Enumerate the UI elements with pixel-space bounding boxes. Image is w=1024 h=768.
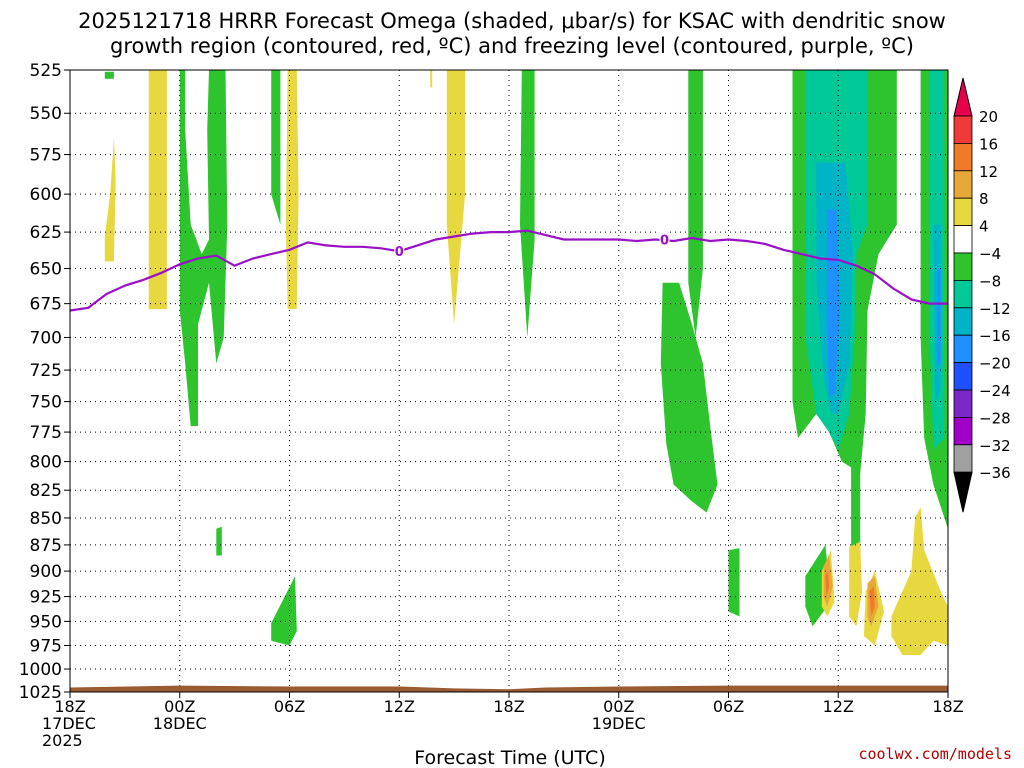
- x-tick-label-0-2: 2025: [42, 731, 83, 750]
- omega-region-14: [271, 576, 297, 646]
- x-tick-label-8-0: 18Z: [932, 697, 963, 716]
- omega-region-1: [104, 138, 116, 262]
- omega-region-15: [728, 548, 740, 617]
- x-tick-label-5-1: 19DEC: [592, 714, 646, 733]
- colorbar-label-0: 20: [979, 108, 998, 126]
- y-tick-label-13: 850: [30, 509, 62, 529]
- colorbar-box-8: [953, 307, 973, 336]
- y-tick-label-7: 700: [30, 328, 62, 348]
- y-tick-label-0: 525: [30, 61, 62, 81]
- omega-region-13: [216, 526, 222, 556]
- colorbar-label-3: 8: [979, 190, 989, 208]
- colorbar-label-5: −4: [979, 245, 1001, 263]
- colorbar-label-12: −32: [979, 437, 1011, 455]
- omega-region-7: [520, 70, 535, 338]
- colorbar-label-8: −16: [979, 327, 1011, 345]
- omega-region-6: [271, 70, 281, 225]
- y-tick-label-6: 675: [30, 295, 62, 315]
- y-tick-label-9: 750: [30, 393, 62, 413]
- colorbar-box-3: [953, 170, 973, 199]
- y-tick-label-3: 600: [30, 185, 62, 205]
- colorbar-label-1: 16: [979, 135, 998, 153]
- colorbar-label-11: −28: [979, 409, 1011, 427]
- omega-region-30: [825, 571, 830, 597]
- omega-region-23: [937, 268, 941, 364]
- y-tick-label-10: 775: [30, 423, 62, 443]
- colorbar-box-9: [953, 334, 973, 364]
- omega-region-0: [148, 70, 167, 310]
- colorbar-box-12: [953, 416, 973, 446]
- x-tick-label-6-0: 06Z: [713, 697, 744, 716]
- omega-region-9: [660, 282, 718, 513]
- omega-region-4: [430, 70, 433, 88]
- y-tick-label-17: 950: [30, 612, 62, 632]
- x-axis-label: Forecast Time (UTC): [414, 747, 605, 768]
- x-tick-label-4-0: 18Z: [493, 697, 524, 716]
- freezing-label-bg-0: [394, 243, 405, 259]
- colorbar-label-13: −36: [979, 464, 1011, 482]
- terrain-fill: [70, 685, 948, 692]
- colorbar-box-6: [953, 252, 973, 281]
- x-tick-label-1-0: 00Z: [164, 697, 195, 716]
- y-tick-label-14: 875: [30, 536, 62, 556]
- omega-region-2: [285, 70, 299, 310]
- y-tick-label-11: 800: [30, 453, 62, 473]
- omega-region-3: [446, 70, 466, 325]
- y-tick-label-2: 575: [30, 146, 62, 166]
- y-tick-label-12: 825: [30, 481, 62, 501]
- colorbar-label-4: 4: [979, 218, 989, 236]
- omega-region-8: [688, 70, 703, 338]
- colorbar: 20 16 12 8 4 −4 −8 −12 −16 −20 −24 −28 −32 −36: [953, 77, 1011, 513]
- y-tick-label-8: 725: [30, 361, 62, 381]
- credit-text: coolwx.com/models: [858, 745, 1012, 763]
- colorbar-box-7: [953, 279, 973, 309]
- omega-region-24: [849, 541, 862, 627]
- x-tick-label-0-1: 17DEC: [42, 714, 96, 733]
- y-axis-ticks: 525 550 575 600 625 650 675 700 725 750 775 800 825 8…: [19, 61, 70, 703]
- omega-region-31: [869, 586, 875, 617]
- omega-region-22: [827, 209, 841, 396]
- omega-region-12: [104, 71, 114, 79]
- y-tick-label-16: 925: [30, 588, 62, 608]
- colorbar-box-1: [953, 115, 973, 144]
- freezing-level-line: [69, 229, 948, 312]
- colorbar-box-5: [953, 225, 973, 254]
- x-tick-label-0-0: 18Z: [54, 697, 85, 716]
- colorbar-label-6: −8: [979, 272, 1001, 290]
- colorbar-bottom-arrow: [953, 471, 973, 513]
- x-tick-label-2-0: 06Z: [274, 697, 305, 716]
- colorbar-box-10: [953, 362, 973, 391]
- colorbar-box-4: [953, 197, 973, 226]
- y-tick-label-20: 1025: [19, 683, 62, 703]
- colorbar-box-13: [953, 444, 973, 473]
- x-tick-label-1-1: 18DEC: [153, 714, 207, 733]
- y-tick-label-18: 975: [30, 637, 62, 657]
- colorbar-label-10: −24: [979, 382, 1011, 400]
- x-tick-label-3-0: 12Z: [384, 697, 415, 716]
- freezing-level-layer: 00: [69, 229, 948, 312]
- freezing-label-bg-1: [659, 231, 670, 247]
- chart-title-line1: 2025121718 HRRR Forecast Omega (shaded, …: [78, 9, 946, 33]
- freezing-level-label-0: 0: [395, 245, 404, 260]
- colorbar-label-2: 12: [979, 163, 998, 181]
- y-tick-label-5: 650: [30, 260, 62, 280]
- colorbar-label-7: −12: [979, 300, 1011, 318]
- freezing-level-label-1: 0: [660, 234, 669, 249]
- y-tick-label-15: 900: [30, 562, 62, 582]
- colorbar-box-11: [953, 389, 973, 418]
- chart-title-line2: growth region (contoured, red, ºC) and f…: [110, 34, 914, 58]
- y-tick-label-19: 1000: [19, 660, 62, 680]
- terrain-layer: [70, 685, 948, 692]
- y-tick-label-4: 625: [30, 223, 62, 243]
- colorbar-top-arrow: [953, 77, 973, 117]
- x-tick-label-7-0: 12Z: [823, 697, 854, 716]
- y-tick-label-1: 550: [30, 104, 62, 124]
- colorbar-label-9: −20: [979, 355, 1011, 373]
- colorbar-box-2: [953, 142, 973, 172]
- x-tick-label-5-0: 00Z: [603, 697, 634, 716]
- omega-region-27: [891, 507, 948, 655]
